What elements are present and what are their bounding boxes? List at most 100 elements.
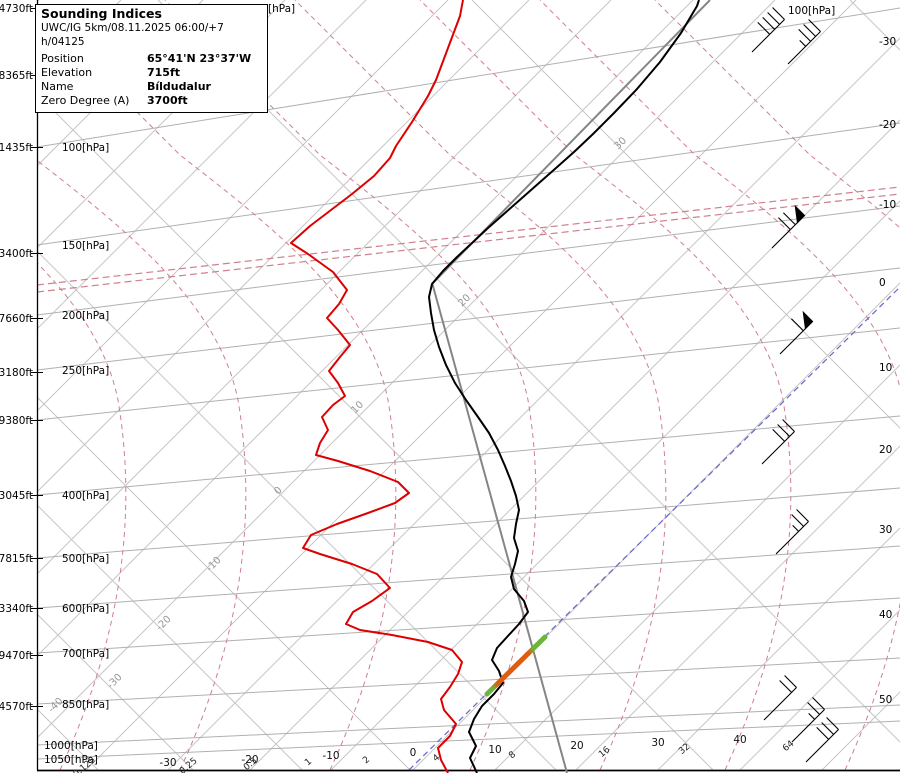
dry-adiabat-line xyxy=(37,613,194,770)
isotherm-line xyxy=(167,37,900,770)
moist-adiabat-line xyxy=(419,0,792,770)
barb-full xyxy=(796,509,809,522)
theta-label: 0 xyxy=(272,485,284,497)
pressure-label: 400[hPa] xyxy=(62,490,109,502)
axis-frame xyxy=(36,0,900,772)
theta-label: 20 xyxy=(456,292,473,309)
altitude-label: 9470ft xyxy=(0,650,33,662)
model-run-line: UWC/IG 5km/08.11.2025 06:00/+7 h/04125 xyxy=(41,22,224,48)
barb-full xyxy=(784,675,797,688)
isobar-line xyxy=(37,597,900,654)
barb-half xyxy=(808,713,816,720)
isotherm-line xyxy=(37,0,367,330)
altitude-label: 17815ft xyxy=(0,553,33,565)
info-row-elevation: Elevation 715ft xyxy=(36,66,267,80)
isotherm-line xyxy=(739,609,900,770)
altitude-label: 13340ft xyxy=(0,603,33,615)
bottom-temp-label: 20 xyxy=(570,740,583,752)
upper-double-dashed-line xyxy=(37,186,900,286)
bottom-temp-label: 40 xyxy=(733,734,746,746)
dry-adiabat-line xyxy=(157,0,900,743)
wind-barb xyxy=(775,509,809,555)
info-row-zero-degree: Zero Degree (A) 3700ft xyxy=(36,94,267,108)
right-temp-label: 40 xyxy=(879,609,892,621)
wind-barb xyxy=(787,19,821,65)
info-label: Name xyxy=(41,80,74,94)
barb-full xyxy=(808,19,821,32)
dry-adiabat-line xyxy=(471,0,900,429)
isobar-line xyxy=(37,327,900,421)
isotherm-line xyxy=(657,527,900,770)
isotherm-line xyxy=(37,0,286,249)
info-value: 715ft xyxy=(147,65,181,79)
standard-atmosphere-line xyxy=(431,0,711,773)
altitude-label: 51435ft xyxy=(0,142,33,154)
barb-half xyxy=(792,525,800,532)
dry-adiabat-line xyxy=(37,396,411,770)
info-value: 3700ft xyxy=(147,94,188,108)
barb-full xyxy=(807,702,820,715)
isotherm-line xyxy=(85,0,857,770)
barb-pennant xyxy=(802,310,814,330)
barb-full xyxy=(772,429,786,442)
right-temp-label: -30 xyxy=(879,36,896,48)
altitude-label: 23045ft xyxy=(0,490,33,502)
info-label: Elevation xyxy=(41,65,93,79)
isotherm-line xyxy=(330,200,900,770)
mixing-ratio-label: 64 xyxy=(781,739,796,754)
barb-full xyxy=(782,419,795,432)
bottom-temp-label: -10 xyxy=(322,750,339,762)
theta-label: 30 xyxy=(612,135,629,152)
pressure-label: 1000[hPa] xyxy=(44,740,98,752)
pressure-label: 1050[hPa] xyxy=(44,754,98,766)
barb-full xyxy=(762,17,776,30)
info-box-title: Sounding Indices xyxy=(41,6,162,21)
right-temp-label: 10 xyxy=(879,362,892,374)
altitude-label: 29380ft xyxy=(0,415,33,427)
pressure-label: 600[hPa] xyxy=(62,603,109,615)
isobar-line xyxy=(37,122,900,246)
barb-full xyxy=(791,514,804,527)
barb-full xyxy=(821,722,834,735)
moist-adiabat-line xyxy=(294,0,667,770)
right-temp-label: 0 xyxy=(879,277,886,289)
sounding-curves xyxy=(290,0,711,773)
wind-barb xyxy=(771,204,806,249)
theta-label: 10 xyxy=(349,399,366,416)
top-right-hpa-label: 100[hPa] xyxy=(788,5,835,17)
pressure-label: 150[hPa] xyxy=(62,240,109,252)
isotherm-line xyxy=(575,445,900,770)
isobar-line xyxy=(37,487,900,559)
barb-full xyxy=(767,12,780,25)
barb-full xyxy=(777,424,790,437)
barb-full xyxy=(757,21,771,35)
barb-full xyxy=(826,717,839,730)
altitude-label: 33180ft xyxy=(0,367,33,379)
theta-label: -30 xyxy=(105,672,124,691)
wind-barb xyxy=(763,675,797,721)
wind-barb xyxy=(779,310,814,355)
wind-barb xyxy=(751,7,785,53)
axis-labels: 64730ft 58365ft 51435ft 43400ft 37660ft 33180… xyxy=(0,3,896,773)
mixing-ratio-label: 1 xyxy=(303,757,314,768)
wind-barb xyxy=(761,419,795,465)
isobar-line xyxy=(37,415,900,496)
altitude-label: 64730ft xyxy=(0,3,33,15)
info-row-name: Name Bíldudalur xyxy=(36,80,267,94)
barb-full xyxy=(790,318,804,332)
isotherm-line xyxy=(37,0,776,739)
wind-barbs xyxy=(751,7,839,763)
right-temp-label: 50 xyxy=(879,694,892,706)
moist-adiabat-line xyxy=(539,0,900,770)
info-value: 65°41'N 23°37'W xyxy=(147,51,252,65)
barb-full xyxy=(779,680,792,693)
theta-label: -10 xyxy=(204,555,223,574)
mixing-ratio-label: 2 xyxy=(361,755,372,766)
pressure-label: 850[hPa] xyxy=(62,699,109,711)
isotherm-line xyxy=(821,691,900,770)
barb-half xyxy=(799,39,807,47)
upper-double-dashed-line xyxy=(37,193,900,293)
moist-adiabat-line xyxy=(37,159,247,770)
isotherm-line xyxy=(249,119,900,770)
